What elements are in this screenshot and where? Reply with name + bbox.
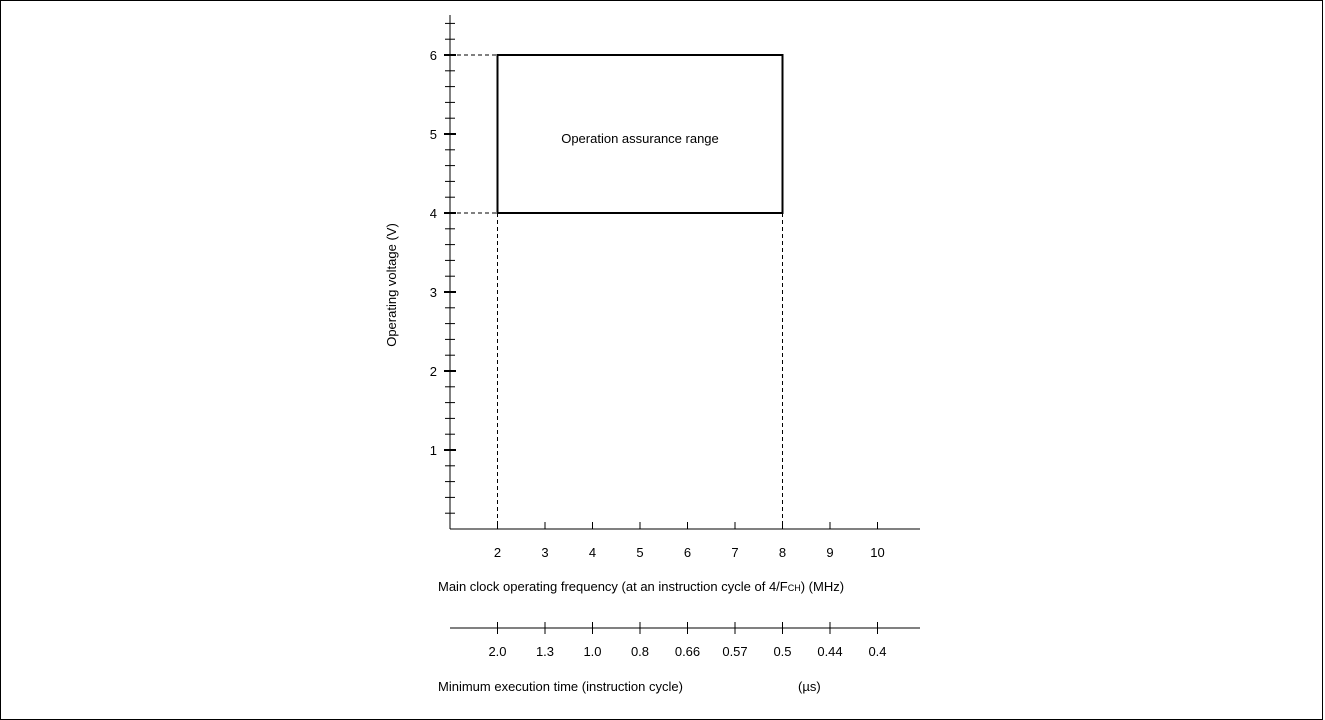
operation-region [496,54,784,214]
guide-lines [450,54,783,529]
x-tick-label: 2 [494,545,501,560]
x-tick-label: 10 [870,545,884,560]
secondary-x-tick-label: 0.5 [773,644,791,659]
y-tick-label: 6 [430,48,437,63]
secondary-x-axis-ticks: 2.0 1.3 1.0 0.8 0.66 0.57 0.5 0.44 0.4 [488,622,887,659]
y-axis-ticks: 1 2 3 4 5 6 [430,22,456,514]
region-label: Operation assurance range [561,131,719,146]
x-tick-label: 7 [731,545,738,560]
x-tick-label: 5 [636,545,643,560]
y-tick-label: 4 [430,206,437,221]
secondary-x-tick-label: 2.0 [488,644,506,659]
x-tick-label: 4 [589,545,596,560]
secondary-x-tick-label: 1.0 [583,644,601,659]
y-tick-label: 2 [430,364,437,379]
operating-range-chart: 2 3 4 5 6 7 8 9 10 1 2 3 4 5 6 2.0 1.3 1.0 0.8 0.66 0.57 0.… [384,15,920,694]
axes-group [449,15,920,629]
y-tick-label: 5 [430,127,437,142]
secondary-x-tick-label: 0.4 [868,644,886,659]
x-tick-label: 6 [684,545,691,560]
y-tick-label: 3 [430,285,437,300]
operation-region-rect [496,54,784,214]
x-tick-label: 3 [541,545,548,560]
secondary-x-tick-label: 0.8 [631,644,649,659]
secondary-x-axis-unit: (µs) [798,679,821,694]
x-axis-label: Main clock operating frequency (at an in… [438,579,844,594]
secondary-x-axis-label: Minimum execution time (instruction cycl… [438,679,683,694]
secondary-x-tick-label: 0.44 [817,644,842,659]
y-tick-label: 1 [430,443,437,458]
x-tick-label: 9 [826,545,833,560]
x-axis-ticks: 2 3 4 5 6 7 8 9 10 [494,522,885,560]
y-axis-label: Operating voltage (V) [384,223,399,347]
secondary-x-tick-label: 1.3 [536,644,554,659]
x-tick-label: 8 [779,545,786,560]
secondary-x-tick-label: 0.66 [675,644,700,659]
secondary-x-tick-label: 0.57 [722,644,747,659]
